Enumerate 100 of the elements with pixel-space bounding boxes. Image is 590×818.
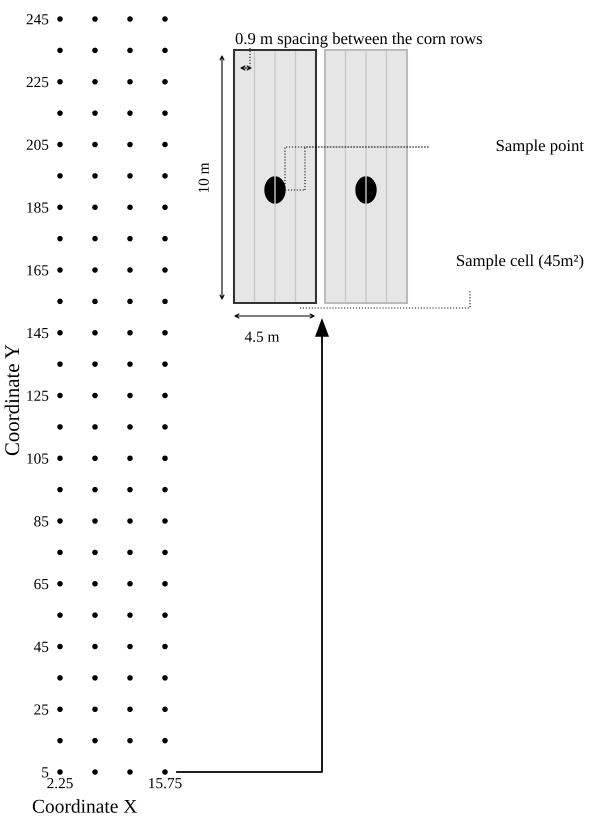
point	[92, 267, 98, 273]
y-tick-label: 205	[26, 140, 48, 150]
point	[162, 16, 168, 22]
point	[162, 267, 168, 273]
point	[57, 110, 63, 116]
point	[92, 644, 98, 650]
point	[92, 204, 98, 210]
x-tick-label: 2.25	[47, 778, 73, 788]
point	[127, 298, 133, 304]
point	[127, 173, 133, 179]
point	[92, 706, 98, 712]
point	[127, 16, 133, 22]
point	[92, 330, 98, 336]
point	[57, 675, 63, 681]
point	[57, 236, 63, 242]
point	[127, 675, 133, 681]
point	[162, 550, 168, 556]
point	[162, 110, 168, 116]
point	[127, 361, 133, 367]
point	[162, 486, 168, 492]
point	[162, 675, 168, 681]
point	[162, 392, 168, 398]
point	[127, 142, 133, 148]
y-tick-label: 165	[27, 265, 48, 276]
x-axis-title: Coordinate X	[32, 799, 137, 813]
point	[57, 48, 63, 54]
y-tick-label: 185	[27, 202, 48, 213]
point	[92, 392, 98, 398]
point	[162, 738, 168, 744]
point	[92, 361, 98, 367]
point	[127, 267, 133, 273]
point	[92, 78, 98, 85]
y-tick-label: 65	[34, 578, 48, 590]
point	[57, 486, 63, 492]
point	[57, 361, 63, 367]
point	[57, 644, 63, 650]
y-tick-label: 145	[27, 328, 48, 338]
point	[92, 769, 98, 775]
point	[92, 612, 98, 618]
point	[92, 16, 98, 22]
point	[162, 204, 168, 210]
point	[162, 455, 168, 462]
text: 4.5 m	[244, 332, 280, 342]
point	[92, 298, 98, 304]
point	[127, 550, 133, 556]
point	[162, 236, 168, 242]
point	[92, 142, 98, 148]
point	[127, 78, 133, 85]
text: 0.9 m spacing between the corn rows	[236, 32, 482, 48]
point	[57, 204, 63, 210]
y-tick-label: 45	[34, 642, 48, 652]
point	[57, 78, 63, 85]
point	[57, 550, 63, 556]
point	[127, 455, 133, 462]
point	[92, 424, 98, 430]
point	[127, 769, 133, 775]
point	[57, 769, 63, 775]
point	[162, 644, 168, 650]
point	[57, 330, 63, 336]
x-tick-label: 15.75	[149, 778, 182, 788]
point	[57, 16, 63, 22]
point	[57, 580, 63, 587]
y-axis-title: Coordinate Y	[4, 344, 20, 456]
point	[92, 738, 98, 744]
point	[127, 612, 133, 618]
y-tick-label: 85	[34, 516, 48, 526]
text: 10 m	[198, 162, 209, 192]
point	[57, 706, 63, 712]
point	[127, 330, 133, 336]
point	[162, 424, 168, 430]
point	[92, 236, 98, 242]
point	[127, 644, 133, 650]
point	[57, 267, 63, 273]
point	[57, 142, 63, 148]
point	[92, 550, 98, 556]
point	[127, 580, 133, 587]
point	[162, 78, 168, 85]
y-tick-label: 245	[26, 14, 48, 24]
point	[57, 392, 63, 398]
text: Sample cell (45m²)	[457, 254, 584, 270]
point	[127, 424, 133, 430]
point	[127, 738, 133, 744]
y-tick-label: 5	[42, 767, 48, 778]
point	[127, 518, 133, 524]
point	[57, 518, 63, 524]
point	[92, 580, 98, 587]
point	[127, 110, 133, 116]
y-tick-label: 105	[27, 453, 48, 464]
point	[162, 361, 168, 367]
point	[127, 706, 133, 712]
point	[162, 580, 168, 587]
text: Sample point	[496, 139, 584, 155]
point	[162, 48, 168, 54]
point	[162, 518, 168, 524]
point	[92, 48, 98, 54]
point	[162, 706, 168, 712]
point	[162, 330, 168, 336]
point	[162, 612, 168, 618]
point	[127, 204, 133, 210]
point	[92, 455, 98, 462]
